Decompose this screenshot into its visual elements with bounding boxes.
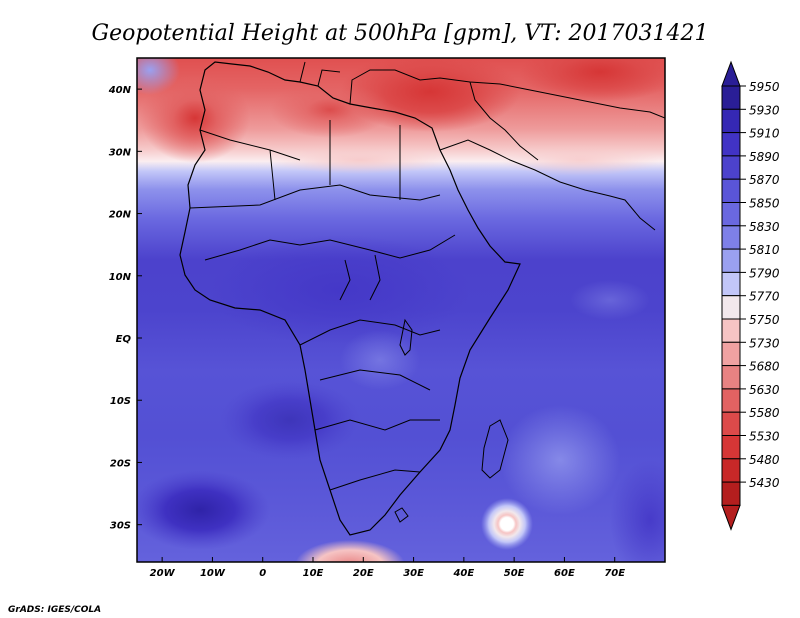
- height-field: [137, 58, 665, 562]
- legend-arrow-top: [721, 60, 741, 87]
- legend-level-label: 5580: [749, 406, 780, 420]
- y-tick-label: EQ: [116, 334, 132, 345]
- legend-level-label: 5810: [749, 243, 780, 257]
- legend-swatch: [721, 481, 741, 506]
- y-tick-label: 20S: [110, 458, 131, 469]
- legend-swatch: [721, 458, 741, 483]
- x-tick-label: 10W: [200, 568, 226, 579]
- coastlines: [179, 61, 665, 536]
- legend-level-label: 5730: [749, 336, 780, 350]
- x-axis: 20W 10W 0 10E 20E 30E 40E 50E 60E 70E: [150, 557, 625, 579]
- legend-level-label: 5890: [749, 150, 780, 164]
- y-tick-label: 30N: [109, 147, 132, 158]
- y-tick-label: 10S: [110, 396, 131, 407]
- legend-level-label: 5910: [749, 127, 780, 141]
- x-tick-label: 70E: [604, 568, 625, 579]
- grads-credit: GrADS: IGES/COLA: [8, 605, 101, 615]
- x-tick-label: 30E: [403, 568, 424, 579]
- legend-level-label: 5480: [749, 453, 780, 467]
- legend-arrow-bottom: [721, 504, 741, 531]
- legend-level-label: 5750: [749, 313, 780, 327]
- legend-level-label: 5830: [749, 220, 780, 234]
- x-tick-label: 20E: [353, 568, 374, 579]
- legend-swatch: [721, 271, 741, 297]
- legend-swatch: [721, 248, 741, 273]
- y-tick-label: 30S: [110, 521, 131, 532]
- legend-swatch: [721, 388, 741, 413]
- x-tick-label: 10E: [303, 568, 324, 579]
- color-legend: 5950 5930 5910 5890 5870 5850 5830 5810 5790 5770…: [721, 60, 780, 531]
- legend-swatch: [721, 295, 741, 320]
- map-title: Geopotential Height at 500hPa [gpm], VT:…: [92, 21, 709, 46]
- x-tick-label: 50E: [504, 568, 525, 579]
- y-tick-label: 20N: [109, 210, 132, 221]
- legend-swatch: [721, 341, 741, 367]
- y-axis: 40N 30N 20N 10N EQ 10S 20S 30S: [108, 85, 142, 532]
- map-frame: [136, 57, 666, 563]
- legend-swatch: [721, 132, 741, 157]
- x-tick-label: 40E: [452, 568, 474, 579]
- legend-swatch: [721, 155, 741, 180]
- legend-level-label: 5850: [749, 197, 780, 211]
- legend-level-label: 5630: [749, 383, 780, 397]
- legend-swatch: [721, 202, 741, 227]
- legend-swatch: [721, 225, 741, 250]
- x-tick-label: 60E: [554, 568, 575, 579]
- legend-level-label: 5790: [749, 266, 780, 280]
- legend-swatch: [721, 435, 741, 460]
- legend-swatch: [721, 365, 741, 390]
- legend-level-label: 5950: [749, 80, 780, 94]
- legend-level-label: 5430: [749, 476, 780, 490]
- legend-level-label: 5770: [749, 290, 780, 304]
- legend-swatch: [721, 108, 741, 134]
- legend-swatch: [721, 411, 741, 437]
- y-tick-label: 40N: [108, 85, 132, 96]
- x-tick-label: 20W: [150, 568, 176, 579]
- legend-level-label: 5870: [749, 173, 780, 187]
- legend-swatch: [721, 85, 741, 110]
- legend-swatch: [721, 178, 741, 203]
- legend-level-label: 5930: [749, 103, 780, 117]
- legend-level-label: 5530: [749, 430, 780, 444]
- legend-swatch: [721, 318, 741, 343]
- y-tick-label: 10N: [109, 272, 132, 283]
- legend-level-label: 5680: [749, 360, 780, 374]
- x-tick-label: 0: [259, 568, 266, 579]
